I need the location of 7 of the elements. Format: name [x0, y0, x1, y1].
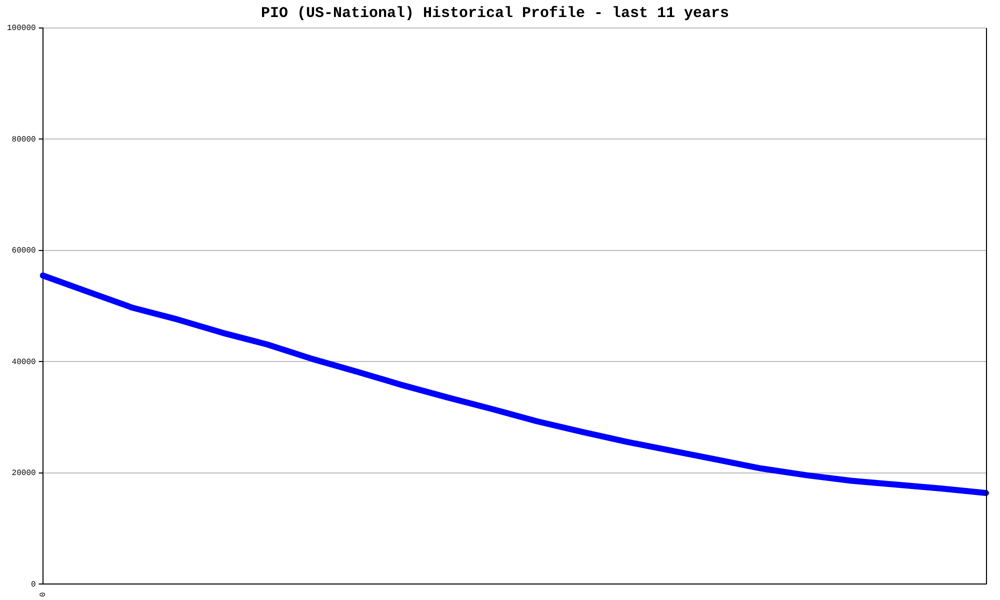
chart-title: PIO (US-National) Historical Profile - last 11 years	[260, 4, 730, 22]
y-tick-label: 40000	[12, 358, 36, 367]
y-tick-label: 80000	[12, 135, 36, 144]
y-tick-label: 0	[30, 580, 36, 590]
y-tick-label: 100000	[6, 24, 36, 34]
y-tick-label: 60000	[12, 246, 36, 256]
y-tick-label: 20000	[12, 469, 36, 478]
